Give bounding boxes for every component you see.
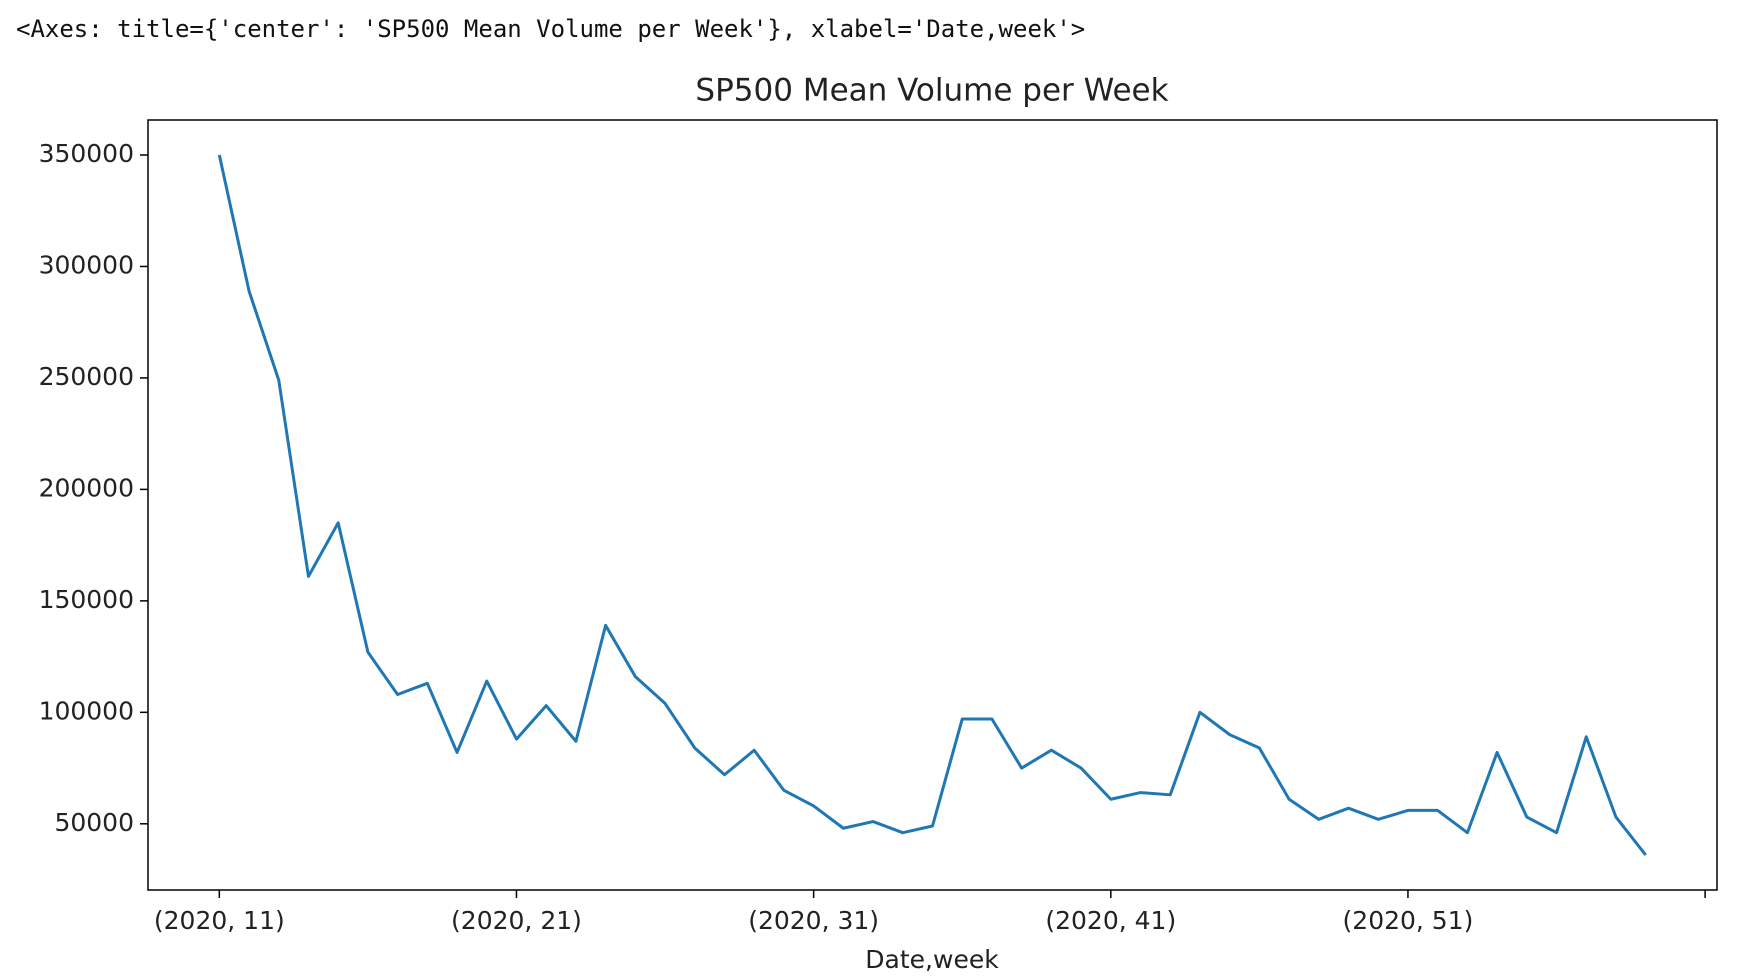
y-tick-label: 300000: [39, 250, 134, 279]
x-tick-label: (2020, 31): [748, 906, 879, 935]
chart-title: SP500 Mean Volume per Week: [695, 73, 1168, 109]
y-tick-label: 250000: [39, 362, 134, 391]
x-tick-label: (2020, 21): [451, 906, 582, 935]
x-tick-label: (2020, 11): [154, 906, 285, 935]
y-tick-label: 200000: [39, 473, 134, 502]
y-tick-label: 50000: [54, 808, 134, 837]
y-tick-label: 100000: [39, 696, 134, 725]
y-tick-label: 350000: [39, 139, 134, 168]
x-tick-label: (2020, 41): [1045, 906, 1176, 935]
y-tick-label: 150000: [39, 585, 134, 614]
x-axis-label: Date,week: [865, 945, 999, 974]
x-tick-label: (2020, 51): [1343, 906, 1474, 935]
plot-frame: [147, 119, 1718, 891]
line-series: [217, 154, 1647, 856]
output-text: <Axes: title={'center': 'SP500 Mean Volu…: [16, 15, 1085, 43]
